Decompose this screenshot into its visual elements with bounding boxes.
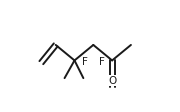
Text: F: F	[82, 57, 88, 67]
Text: O: O	[108, 76, 116, 86]
Text: F: F	[99, 57, 105, 67]
